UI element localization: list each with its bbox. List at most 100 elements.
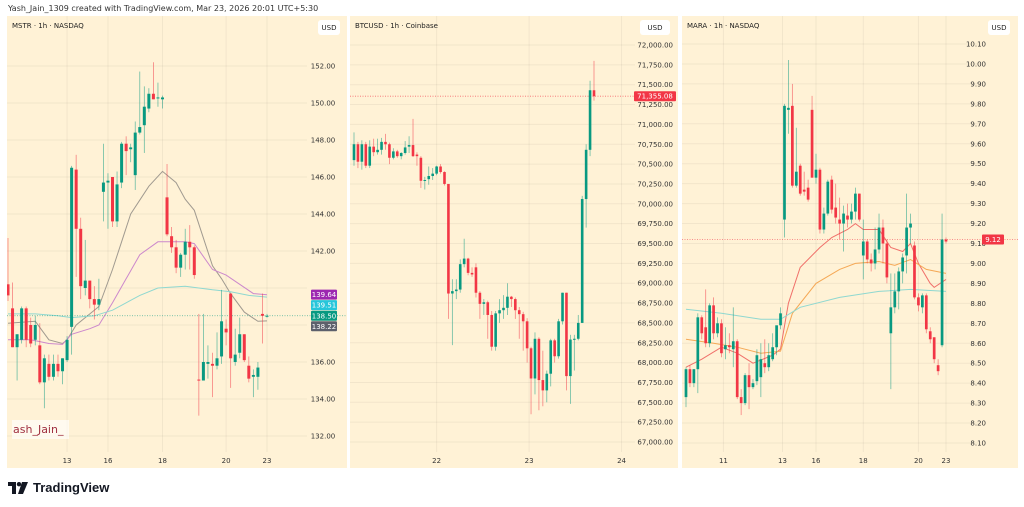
candle[interactable]	[165, 164, 169, 237]
candle[interactable]	[881, 219, 885, 264]
candle[interactable]	[731, 307, 735, 368]
candle[interactable]	[20, 306, 24, 344]
footer-brand[interactable]: TradingView	[8, 480, 109, 495]
candle[interactable]	[260, 293, 264, 344]
candle[interactable]	[352, 132, 356, 166]
candle[interactable]	[743, 373, 747, 406]
candle[interactable]	[38, 323, 42, 385]
candle[interactable]	[356, 141, 360, 169]
candle[interactable]	[704, 289, 708, 348]
candle[interactable]	[846, 203, 849, 228]
candle[interactable]	[944, 237, 948, 244]
candle[interactable]	[897, 267, 901, 310]
candle[interactable]	[79, 217, 83, 300]
candle[interactable]	[403, 141, 407, 155]
candle[interactable]	[129, 143, 133, 163]
candle[interactable]	[576, 314, 580, 341]
candle[interactable]	[215, 332, 219, 370]
candle[interactable]	[877, 213, 881, 254]
chart-panel-mstr[interactable]: 152.00 150.00 148.00 146.00 144.00 142.00 136.…	[7, 16, 347, 468]
candle[interactable]	[857, 193, 861, 222]
candle[interactable]	[940, 213, 944, 348]
candle[interactable]	[470, 267, 474, 277]
candle[interactable]	[494, 310, 497, 351]
chart-panel-btcusd[interactable]: 72,000.00 71,750.00 71,500.00 71,250.00 71,0…	[350, 16, 678, 468]
candle[interactable]	[423, 176, 427, 190]
chart-panel-mara[interactable]: 10.10 10.00 9.90 9.80 9.70 9.60 9.50 9.40 9.30 9.…	[682, 16, 1018, 468]
currency-button[interactable]: USD	[988, 20, 1010, 35]
candle[interactable]	[384, 133, 387, 150]
candle[interactable]	[928, 327, 932, 344]
candle[interactable]	[727, 333, 731, 354]
candle[interactable]	[251, 369, 255, 398]
candle[interactable]	[242, 334, 246, 362]
candle[interactable]	[224, 319, 228, 346]
candle[interactable]	[206, 345, 210, 379]
candle[interactable]	[810, 95, 814, 178]
candle[interactable]	[700, 315, 704, 340]
candle[interactable]	[498, 299, 501, 323]
candle[interactable]	[905, 193, 908, 274]
candle[interactable]	[376, 138, 379, 155]
candle[interactable]	[806, 179, 810, 202]
currency-button[interactable]: USD	[318, 20, 340, 35]
candle[interactable]	[247, 356, 251, 383]
candle[interactable]	[822, 207, 826, 234]
candle[interactable]	[506, 283, 509, 315]
candle[interactable]	[458, 259, 462, 293]
candle[interactable]	[545, 370, 549, 403]
candle[interactable]	[466, 257, 470, 276]
candle[interactable]	[692, 369, 696, 388]
candle[interactable]	[220, 289, 224, 364]
candle[interactable]	[783, 103, 786, 238]
candle[interactable]	[787, 59, 790, 134]
candle[interactable]	[529, 346, 533, 415]
candle[interactable]	[101, 143, 105, 222]
candle[interactable]	[364, 141, 368, 169]
candle[interactable]	[842, 205, 845, 252]
candle[interactable]	[160, 95, 164, 109]
candle[interactable]	[431, 168, 434, 180]
candle[interactable]	[411, 118, 415, 157]
candle[interactable]	[569, 334, 572, 404]
candle[interactable]	[708, 303, 711, 348]
candle[interactable]	[88, 280, 92, 309]
candle[interactable]	[924, 293, 928, 334]
candle[interactable]	[56, 354, 60, 377]
mstr-candlestick-chart[interactable]: 152.00 150.00 148.00 146.00 144.00 142.00 136.…	[7, 16, 347, 468]
candle[interactable]	[592, 60, 596, 101]
candle[interactable]	[229, 293, 233, 388]
candle[interactable]	[407, 136, 411, 153]
candle[interactable]	[265, 313, 269, 318]
candle[interactable]	[747, 363, 751, 410]
candle[interactable]	[814, 153, 818, 184]
candle[interactable]	[388, 142, 391, 165]
candle[interactable]	[92, 286, 96, 320]
candle[interactable]	[427, 166, 431, 185]
candle[interactable]	[936, 359, 940, 376]
candle[interactable]	[70, 165, 74, 355]
candle[interactable]	[368, 140, 372, 169]
candle[interactable]	[533, 332, 537, 395]
candle[interactable]	[33, 315, 37, 346]
candle[interactable]	[97, 278, 101, 311]
candle[interactable]	[767, 343, 771, 372]
candle[interactable]	[256, 362, 260, 390]
candle[interactable]	[24, 306, 28, 348]
candle[interactable]	[735, 339, 739, 400]
candle[interactable]	[724, 327, 727, 360]
candle[interactable]	[395, 149, 399, 158]
candle[interactable]	[861, 219, 865, 280]
candle[interactable]	[47, 354, 51, 381]
candle[interactable]	[755, 349, 759, 386]
candle[interactable]	[696, 313, 700, 394]
candle[interactable]	[913, 241, 916, 300]
candle[interactable]	[921, 293, 924, 314]
candle[interactable]	[517, 307, 521, 339]
candle[interactable]	[869, 253, 873, 272]
candle[interactable]	[873, 227, 877, 270]
candle[interactable]	[147, 88, 151, 113]
candle[interactable]	[802, 171, 806, 196]
candle[interactable]	[684, 367, 688, 408]
candle[interactable]	[909, 213, 912, 244]
